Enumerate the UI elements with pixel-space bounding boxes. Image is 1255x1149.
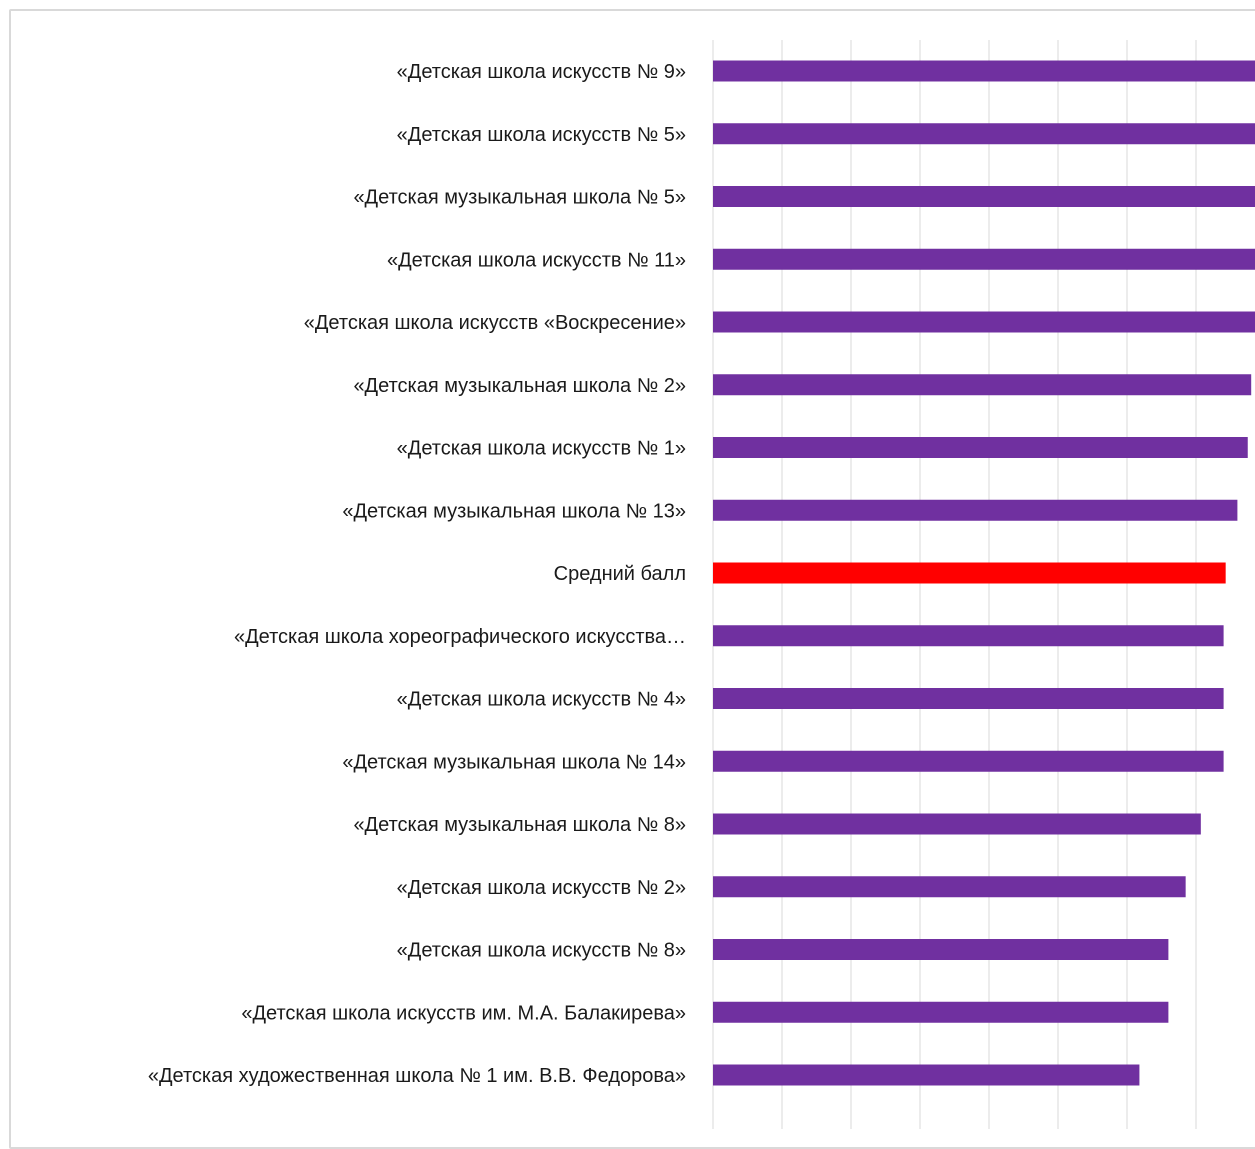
bar bbox=[713, 1001, 1169, 1023]
bars bbox=[713, 60, 1255, 1086]
bar bbox=[713, 311, 1255, 333]
bar bbox=[713, 374, 1252, 396]
category-label: «Детская школа искусств им. М.А. Балакир… bbox=[241, 1002, 686, 1024]
category-label: «Детская школа искусств № 1» bbox=[397, 438, 686, 460]
bar bbox=[713, 186, 1255, 207]
bar bbox=[713, 499, 1238, 521]
average-bar bbox=[713, 562, 1226, 584]
bar bbox=[713, 1064, 1140, 1086]
bar bbox=[713, 60, 1255, 82]
bar bbox=[713, 813, 1201, 835]
category-label: Средний балл bbox=[554, 563, 686, 585]
category-label: «Детская школа искусств № 8» bbox=[397, 940, 686, 962]
category-label: «Детская музыкальная школа № 5» bbox=[353, 187, 686, 209]
category-label: «Детская музыкальная школа № 8» bbox=[353, 814, 686, 836]
category-label: «Детская художественная школа № 1 им. В.… bbox=[148, 1065, 686, 1087]
bar bbox=[713, 876, 1186, 898]
category-label: «Детская школа искусств № 5» bbox=[397, 124, 686, 146]
category-label: «Детская школа искусств № 11» bbox=[387, 249, 686, 271]
bar bbox=[713, 123, 1255, 145]
bar bbox=[713, 688, 1224, 709]
category-label: «Детская школа искусств № 4» bbox=[397, 689, 686, 711]
category-label: «Детская школа искусств № 2» bbox=[397, 877, 686, 899]
category-labels: «Детская школа искусств № 9» «Детская шко… bbox=[148, 61, 686, 1087]
bar bbox=[713, 625, 1224, 647]
bar bbox=[713, 437, 1248, 458]
category-label: «Детская школа искусств № 9» bbox=[397, 61, 686, 83]
category-label: «Детская музыкальная школа № 2» bbox=[353, 375, 686, 397]
category-label: «Детская школа хореографического искусст… bbox=[234, 626, 686, 648]
bar bbox=[713, 939, 1169, 960]
bar bbox=[713, 248, 1255, 270]
category-label: «Детская школа искусств «Воскресение» bbox=[304, 312, 686, 334]
category-label: «Детская музыкальная школа № 14» bbox=[342, 751, 686, 773]
bar bbox=[713, 750, 1224, 772]
category-label: «Детская музыкальная школа № 13» bbox=[342, 500, 686, 522]
